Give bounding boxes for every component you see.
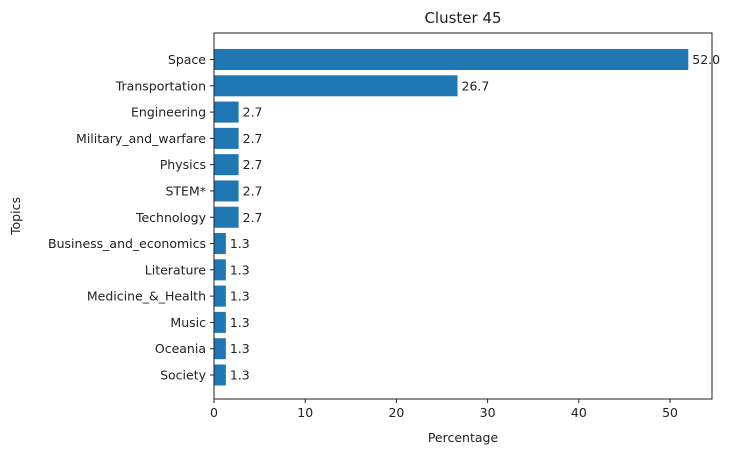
bar-value-label: 52.0 <box>692 52 720 67</box>
bar-space <box>214 48 689 71</box>
y-tick-label: Business_and_economics <box>48 236 206 251</box>
x-tick-label: 30 <box>480 405 496 420</box>
bar-society <box>214 364 226 386</box>
bar-physics <box>214 154 239 176</box>
bar-military-and-warfare <box>214 127 239 149</box>
bar-value-label: 1.3 <box>230 289 250 304</box>
bar-labels-group: 52.0 26.7 2.7 2.7 2.7 2.7 2.7 1.3 1.3 1.3 1.3 1.3 1.… <box>230 52 720 383</box>
bar-value-label: 2.7 <box>243 210 263 225</box>
bar-technology <box>214 206 239 228</box>
y-tick-label: Society <box>160 368 207 383</box>
bar-oceania <box>214 338 226 360</box>
x-tick-label: 40 <box>571 405 587 420</box>
y-tick-label: Music <box>170 315 206 330</box>
bar-value-label: 1.3 <box>230 262 250 277</box>
x-tick-label: 50 <box>662 405 678 420</box>
y-tick-label: Transportation <box>115 78 206 93</box>
plot-frame <box>213 32 713 400</box>
y-tick-label: Space <box>168 52 206 67</box>
bar-value-label: 2.7 <box>243 183 263 198</box>
bar-transportation <box>214 75 458 97</box>
bar-value-label: 2.7 <box>243 157 263 172</box>
bar-value-label: 2.7 <box>243 131 263 146</box>
y-tick-label: Engineering <box>131 105 206 120</box>
bar-music <box>214 311 226 333</box>
x-tick-label: 20 <box>388 405 404 420</box>
x-tick-label: 10 <box>297 405 313 420</box>
bar-value-label: 1.3 <box>230 341 250 356</box>
x-tick-label: 0 <box>210 405 218 420</box>
bar-value-label: 1.3 <box>230 368 250 383</box>
bar-stem <box>214 180 239 202</box>
bar-value-label: 2.7 <box>243 105 263 120</box>
y-axis-title: Topics <box>8 197 23 236</box>
chart-title: Cluster 45 <box>424 9 501 27</box>
y-tick-label: Physics <box>160 157 206 172</box>
bars-group <box>214 48 689 386</box>
y-tick-label: Medicine_&_Health <box>87 289 206 304</box>
bar-business-and-economics <box>214 233 226 255</box>
bar-value-label: 26.7 <box>462 78 490 93</box>
y-tick-label: Technology <box>135 210 207 225</box>
x-axis-ticks: 0 10 20 30 40 50 <box>210 399 678 420</box>
y-tick-label: Literature <box>145 262 207 277</box>
bar-engineering <box>214 101 239 123</box>
bar-value-label: 1.3 <box>230 315 250 330</box>
bar-value-label: 1.3 <box>230 236 250 251</box>
y-axis-ticks: Space Transportation Engineering Military_a… <box>48 52 214 383</box>
y-tick-label: STEM* <box>165 183 206 198</box>
bar-literature <box>214 259 226 281</box>
bar-medicine-health <box>214 285 226 307</box>
y-tick-label: Military_and_warfare <box>76 131 206 146</box>
x-axis-title: Percentage <box>428 430 499 445</box>
y-tick-label: Oceania <box>155 341 206 356</box>
